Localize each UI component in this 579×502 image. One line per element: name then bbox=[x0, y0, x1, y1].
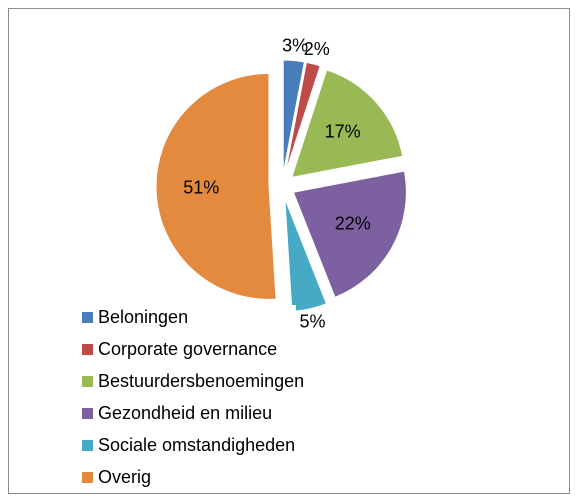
legend-label: Bestuurdersbenoemingen bbox=[98, 371, 304, 391]
legend-bg bbox=[76, 337, 296, 363]
legend-bg bbox=[76, 305, 296, 331]
data-label: 22% bbox=[335, 214, 371, 234]
pie-slice bbox=[284, 61, 321, 174]
pie-slice bbox=[282, 59, 305, 174]
data-label: 5% bbox=[300, 311, 326, 331]
pie-slice bbox=[291, 69, 404, 179]
data-label: 2% bbox=[304, 39, 330, 59]
legend-swatch bbox=[82, 312, 93, 323]
legend-label: Sociale omstandigheden bbox=[98, 435, 295, 455]
legend-bg bbox=[76, 401, 296, 427]
legend-label: Gezondheid en milieu bbox=[98, 403, 272, 423]
legend-bg bbox=[76, 369, 296, 395]
data-label: 17% bbox=[325, 121, 361, 141]
pie-slice bbox=[292, 170, 407, 298]
data-label: 51% bbox=[183, 177, 219, 197]
legend-label: Corporate governance bbox=[98, 339, 277, 359]
legend-swatch bbox=[82, 440, 93, 451]
legend-swatch bbox=[82, 408, 93, 419]
legend-bg bbox=[76, 433, 296, 459]
legend-swatch bbox=[82, 344, 93, 355]
legend-swatch bbox=[82, 376, 93, 387]
pie-slice bbox=[155, 72, 277, 300]
legend-bg bbox=[76, 465, 296, 491]
data-label: 3% bbox=[282, 35, 308, 55]
legend-label: Overig bbox=[98, 467, 151, 487]
legend-swatch bbox=[82, 472, 93, 483]
legend-label: Beloningen bbox=[98, 307, 188, 327]
